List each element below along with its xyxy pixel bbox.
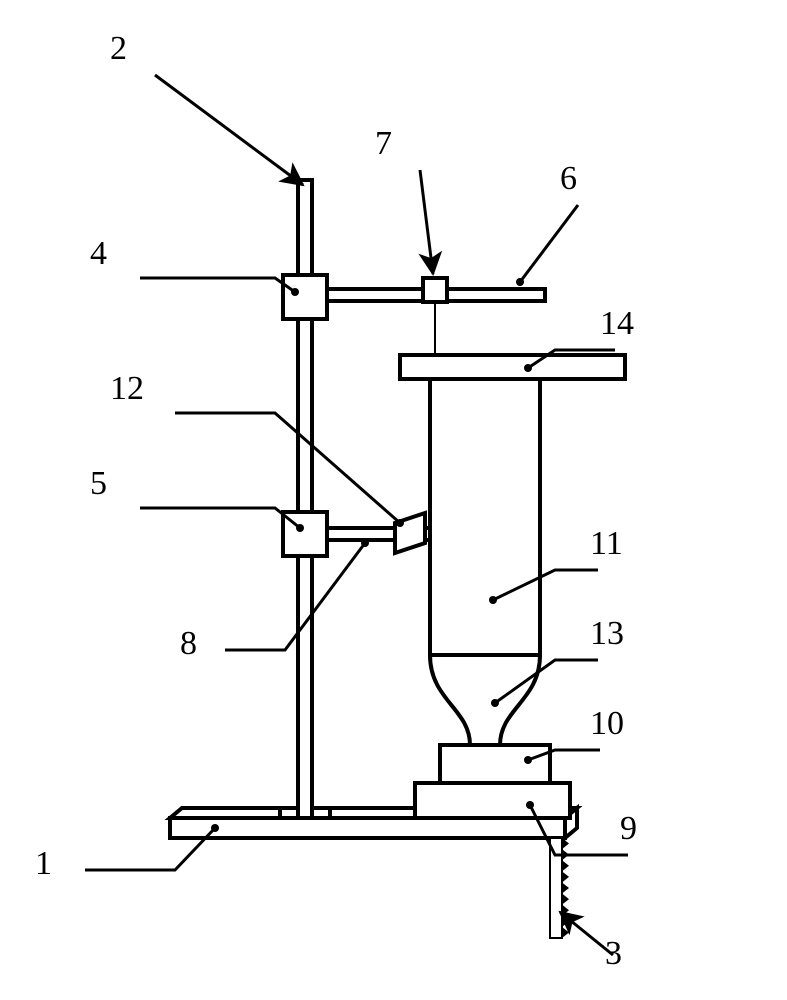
callout-label-14: 14: [600, 305, 634, 343]
callout-label-8: 8: [180, 625, 197, 663]
callout-label-4: 4: [90, 235, 107, 273]
callout-label-10: 10: [590, 705, 624, 743]
callout-label-5: 5: [90, 465, 107, 503]
callout-label-12: 12: [110, 370, 144, 408]
callout-label-9: 9: [620, 810, 637, 848]
callout-label-3: 3: [605, 935, 622, 973]
callout-label-7: 7: [375, 125, 392, 163]
callout-label-6: 6: [560, 160, 577, 198]
callout-label-1: 1: [35, 845, 52, 883]
callout-label-13: 13: [590, 615, 624, 653]
callout-label-2: 2: [110, 30, 127, 68]
callout-label-11: 11: [590, 525, 623, 563]
